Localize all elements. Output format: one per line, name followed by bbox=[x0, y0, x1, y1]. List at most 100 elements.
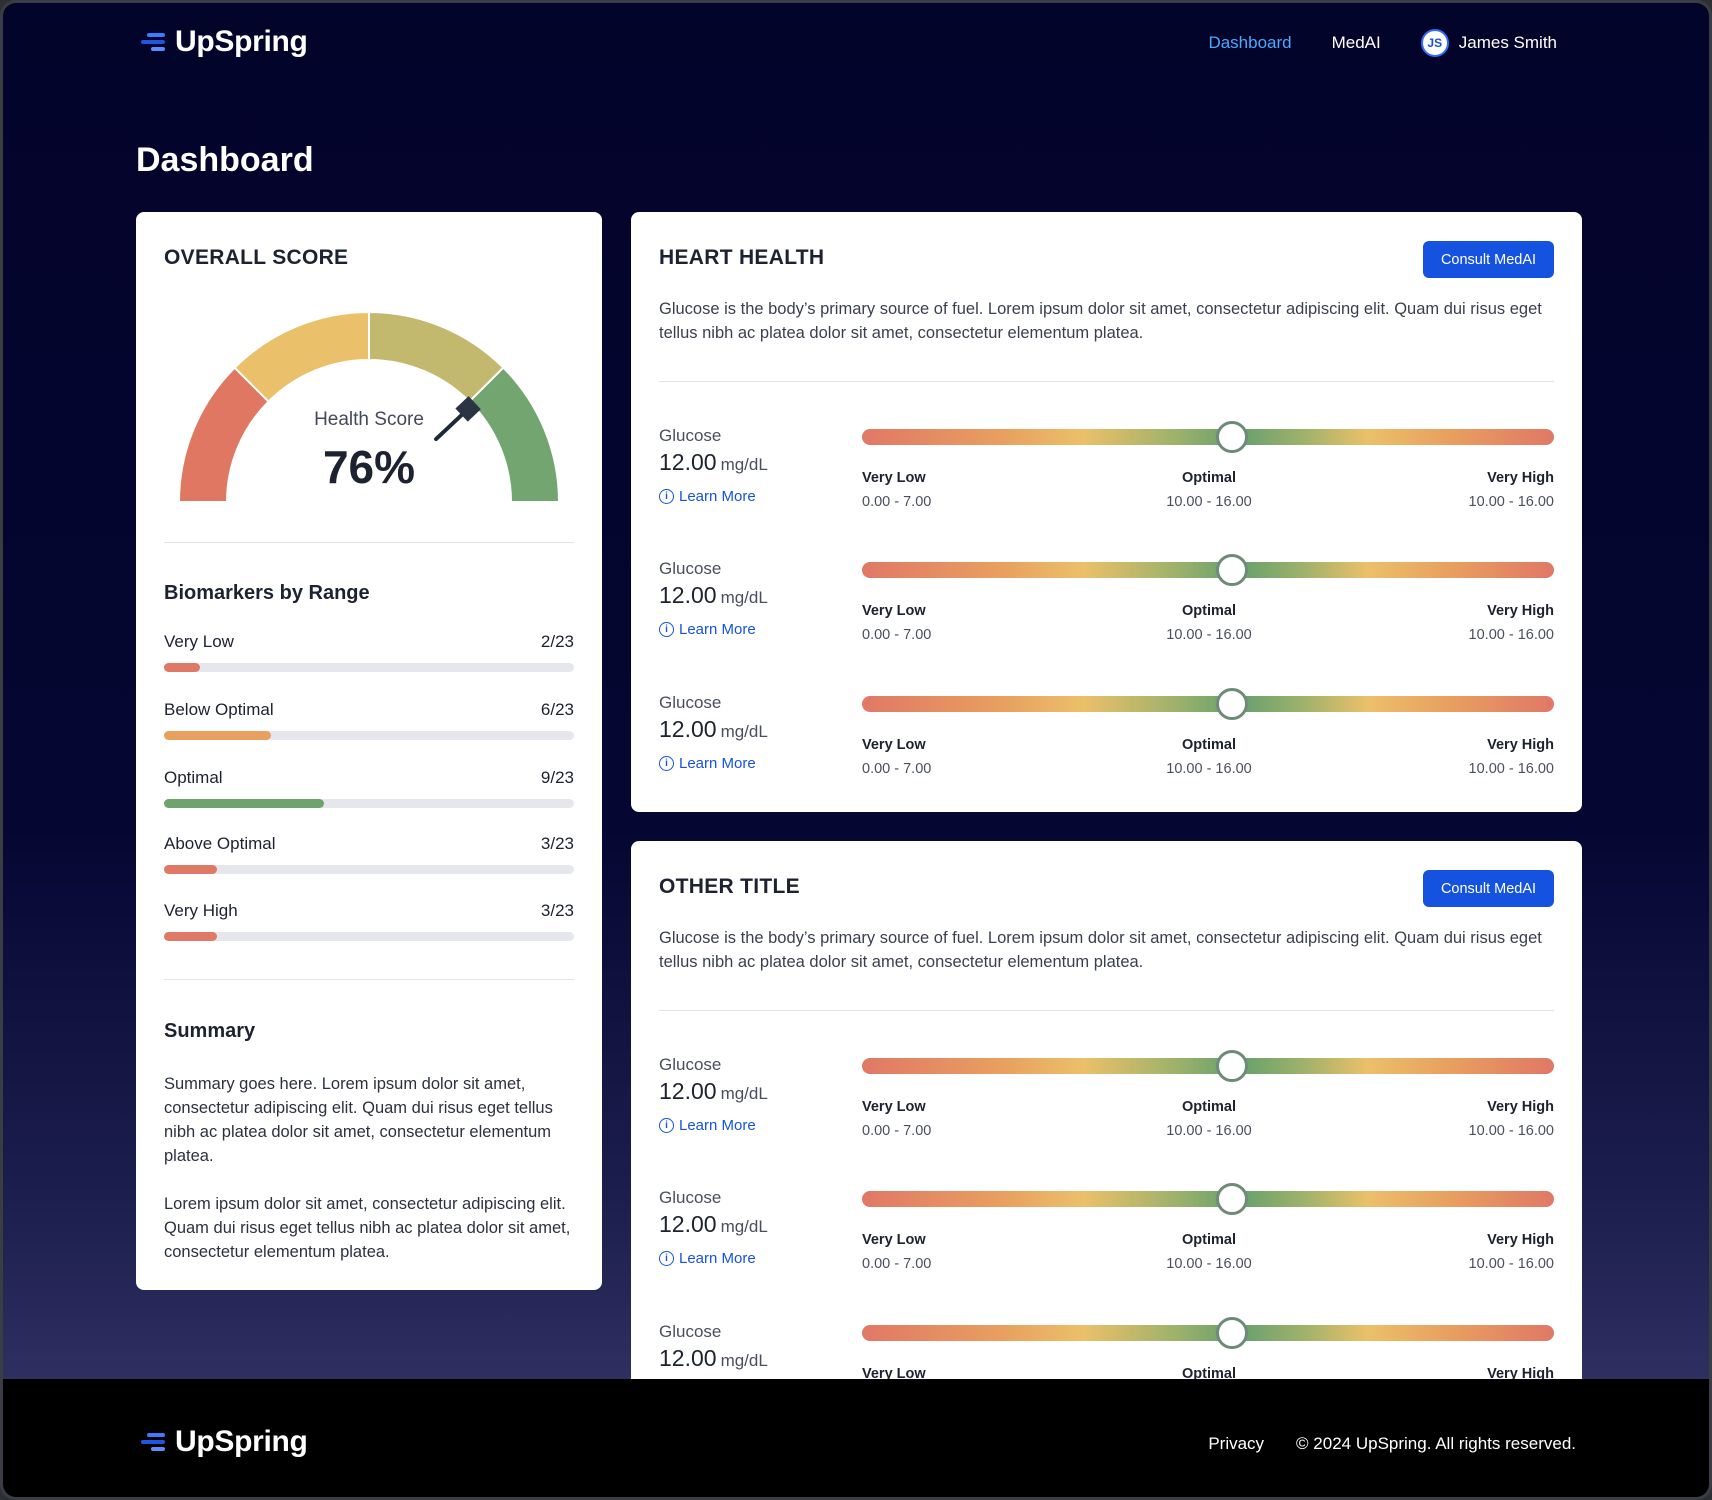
range-low-label: Very Low bbox=[862, 1232, 926, 1248]
range-knob[interactable] bbox=[1216, 554, 1249, 586]
learn-more-link[interactable]: i Learn More bbox=[659, 621, 756, 638]
summary-paragraph-2: Lorem ipsum dolor sit amet, consectetur … bbox=[164, 1195, 571, 1261]
metric-number: 12.00 bbox=[659, 716, 717, 742]
range-optimal-value: 10.00 - 16.00 bbox=[1166, 627, 1252, 643]
learn-more-link[interactable]: i Learn More bbox=[659, 488, 756, 505]
metric-number: 12.00 bbox=[659, 1345, 717, 1371]
user-name: James Smith bbox=[1458, 33, 1557, 52]
overall-score-card: OVERALL SCORE Health Score 76% Biomarker… bbox=[136, 212, 602, 1290]
user-menu[interactable]: JS James Smith bbox=[1420, 29, 1557, 57]
learn-more-link[interactable]: i Learn More bbox=[659, 1117, 756, 1134]
range-knob[interactable] bbox=[1216, 1050, 1249, 1082]
range-knob[interactable] bbox=[1216, 688, 1249, 720]
learn-more-link[interactable]: i Learn More bbox=[659, 755, 756, 772]
metric-number: 12.00 bbox=[659, 1078, 717, 1104]
metric-value: 12.00 mg/dL bbox=[659, 1211, 768, 1238]
privacy-link[interactable]: Privacy bbox=[1208, 1434, 1265, 1453]
metric-value: 12.00 mg/dL bbox=[659, 716, 768, 743]
biomarker-label: Optimal bbox=[164, 768, 223, 787]
metric-unit: mg/dL bbox=[720, 722, 768, 741]
range-optimal-label: Optimal bbox=[1182, 1232, 1236, 1248]
range-low-label: Very Low bbox=[862, 603, 926, 619]
range-high-label: Very High bbox=[1487, 1099, 1554, 1115]
top-nav: UpSpring Dashboard MedAI JS James Smith bbox=[3, 3, 1709, 83]
range-bar bbox=[862, 421, 1554, 453]
gauge-segment bbox=[233, 310, 370, 404]
gauge-label: Health Score bbox=[314, 409, 424, 430]
range-high-value: 10.00 - 16.00 bbox=[1468, 761, 1554, 777]
health-score-gauge bbox=[177, 310, 561, 503]
nav-medai[interactable]: MedAI bbox=[1331, 33, 1381, 52]
metric-name: Glucose bbox=[659, 1188, 722, 1207]
biomarker-track bbox=[164, 865, 574, 874]
biomarker-count: 9/23 bbox=[540, 768, 574, 787]
nav-links: Dashboard MedAI JS James Smith bbox=[1208, 29, 1557, 57]
brand-name: UpSpring bbox=[175, 25, 308, 58]
range-high-label: Very High bbox=[1487, 1366, 1554, 1382]
gauge-needle bbox=[434, 396, 481, 442]
biomarker-fill bbox=[164, 799, 325, 808]
biomarker-track bbox=[164, 799, 574, 808]
range-low-label: Very Low bbox=[862, 470, 926, 486]
learn-more-label: Learn More bbox=[679, 488, 756, 505]
metric-name: Glucose bbox=[659, 693, 722, 712]
info-icon: i bbox=[659, 622, 674, 637]
range-optimal-value: 10.00 - 16.00 bbox=[1166, 1256, 1252, 1272]
range-knob[interactable] bbox=[1216, 1183, 1249, 1215]
range-low-value: 0.00 - 7.00 bbox=[862, 1256, 932, 1272]
range-low-value: 0.00 - 7.00 bbox=[862, 627, 932, 643]
nav-dashboard[interactable]: Dashboard bbox=[1208, 33, 1292, 52]
range-high-label: Very High bbox=[1487, 470, 1554, 486]
range-high-value: 10.00 - 16.00 bbox=[1468, 1256, 1554, 1272]
range-optimal-value: 10.00 - 16.00 bbox=[1166, 1123, 1252, 1139]
other-description: Glucose is the body’s primary source of … bbox=[659, 929, 1542, 971]
metric-unit: mg/dL bbox=[720, 1217, 768, 1236]
heart-health-title: HEART HEALTH bbox=[659, 246, 825, 269]
metric-number: 12.00 bbox=[659, 1211, 717, 1237]
range-optimal-label: Optimal bbox=[1182, 470, 1236, 486]
range-high-value: 10.00 - 16.00 bbox=[1468, 494, 1554, 510]
range-optimal-value: 10.00 - 16.00 bbox=[1166, 761, 1252, 777]
consult-medai-button[interactable]: Consult MedAI bbox=[1423, 241, 1554, 278]
range-high-label: Very High bbox=[1487, 737, 1554, 753]
metric-name: Glucose bbox=[659, 559, 722, 578]
biomarker-row: Above Optimal 3/23 bbox=[164, 834, 574, 884]
metric-value: 12.00 mg/dL bbox=[659, 582, 768, 609]
biomarkers-title: Biomarkers by Range bbox=[164, 582, 370, 604]
range-bar bbox=[862, 554, 1554, 586]
range-low-value: 0.00 - 7.00 bbox=[862, 761, 932, 777]
biomarker-row: Very Low 2/23 bbox=[164, 632, 574, 682]
range-low-value: 0.00 - 7.00 bbox=[862, 1123, 932, 1139]
divider bbox=[659, 381, 1554, 382]
heart-health-card: HEART HEALTH Consult MedAI Glucose is th… bbox=[631, 212, 1582, 812]
range-knob[interactable] bbox=[1216, 421, 1249, 453]
range-knob[interactable] bbox=[1216, 1317, 1249, 1349]
footer: UpSpring Privacy © 2024 UpSpring. All ri… bbox=[3, 1379, 1709, 1497]
info-icon: i bbox=[659, 1118, 674, 1133]
metric-name: Glucose bbox=[659, 426, 722, 445]
info-icon: i bbox=[659, 756, 674, 771]
biomarker-row: Below Optimal 6/23 bbox=[164, 700, 574, 750]
footer-logo[interactable]: UpSpring bbox=[141, 1425, 308, 1459]
metric-value: 12.00 mg/dL bbox=[659, 1078, 768, 1105]
range-low-label: Very Low bbox=[862, 737, 926, 753]
range-bar bbox=[862, 1317, 1554, 1349]
avatar: JS bbox=[1420, 29, 1449, 57]
gauge-arcs bbox=[177, 310, 561, 503]
gauge-needle-head bbox=[455, 396, 481, 422]
metric-number: 12.00 bbox=[659, 582, 717, 608]
learn-more-link[interactable]: i Learn More bbox=[659, 1250, 756, 1267]
logo-icon bbox=[141, 31, 165, 53]
consult-medai-button[interactable]: Consult MedAI bbox=[1423, 870, 1554, 907]
biomarker-fill bbox=[164, 731, 271, 740]
info-icon: i bbox=[659, 489, 674, 504]
metric-unit: mg/dL bbox=[720, 588, 768, 607]
overall-score-title: OVERALL SCORE bbox=[164, 246, 349, 269]
biomarker-row: Very High 3/23 bbox=[164, 901, 574, 951]
biomarker-track bbox=[164, 731, 574, 740]
range-optimal-label: Optimal bbox=[1182, 1366, 1236, 1382]
brand-logo[interactable]: UpSpring bbox=[141, 25, 308, 59]
